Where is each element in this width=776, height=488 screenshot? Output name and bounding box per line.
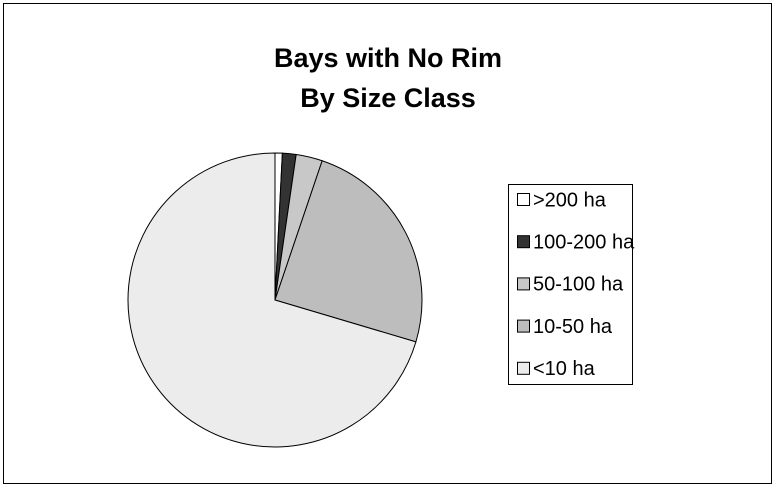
chart-subtitle: By Size Class [300, 83, 476, 113]
legend-label: <10 ha [533, 358, 596, 380]
pie-slice [127, 152, 417, 448]
legend-swatch [517, 361, 530, 375]
legend-label: >200 ha [533, 189, 607, 211]
legend-swatch [517, 319, 530, 333]
legend-swatch [517, 193, 530, 206]
chart-title: Bays with No Rim [274, 43, 502, 73]
legend-label: 50-100 ha [533, 274, 624, 296]
legend-swatch [517, 277, 530, 291]
legend-label: 100-200 ha [533, 231, 635, 253]
legend-label: 10-50 ha [533, 316, 613, 338]
legend-swatch [517, 235, 530, 249]
pie-slice [274, 160, 423, 343]
